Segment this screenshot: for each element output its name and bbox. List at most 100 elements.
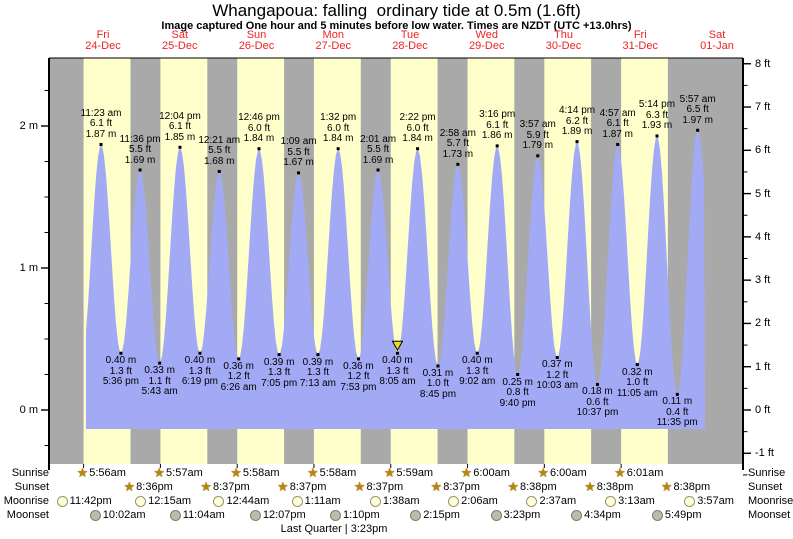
sunset-time: 8:38pm <box>520 481 557 493</box>
annotation-line: 6:19 pm <box>181 376 218 388</box>
current-position-marker-icon <box>391 340 404 352</box>
sun-star-icon: ★ <box>277 479 289 494</box>
day-date: 27-Dec <box>315 40 351 52</box>
day-label: Tue 28-Dec <box>375 30 445 52</box>
moonset-time: 12:07pm <box>262 509 306 521</box>
sun-star-icon: ★ <box>460 465 473 480</box>
day-label: Wed 29-Dec <box>452 30 522 52</box>
annotation-line: 1.68 m <box>203 155 235 167</box>
annotation-line: 0.40 m <box>461 355 493 367</box>
annotation-line: 11:05 am <box>616 387 658 399</box>
annotation-line: 1.97 m <box>682 114 713 126</box>
tide-extreme-dot <box>436 364 440 368</box>
annotation-line: 0.32 m <box>622 366 653 378</box>
sunset-entry: ★ 8:37pm <box>431 480 480 493</box>
annotation-line: 12:46 pm <box>238 112 280 124</box>
moonset-circle-icon <box>329 509 341 521</box>
tide-extreme-dot <box>495 144 499 148</box>
annotation-line: 1.89 m <box>561 126 593 138</box>
day-name: Tue <box>400 29 420 41</box>
annotation-line: 4:14 pm <box>558 105 596 117</box>
annotation-line: 8:05 am <box>379 376 416 388</box>
tide-high-annotation: 5:14 pm 6.3 ft 1.93 m <box>625 100 689 132</box>
annotation-line: 3:57 am <box>519 119 556 131</box>
sunrise-time: 6:00am <box>549 467 587 479</box>
annotation-line: 0.36 m <box>343 360 374 372</box>
tide-low-annotation: 0.36 m 1.2 ft 7:53 pm <box>326 360 390 394</box>
sun-star-icon: ★ <box>507 479 519 494</box>
sun-star-icon: ★ <box>383 465 396 480</box>
annotation-line: 0.40 m <box>184 355 216 367</box>
annotation-line: 11:23 am <box>80 107 122 119</box>
moonrise-circle-icon <box>291 495 303 507</box>
moonrise-circle-icon <box>135 495 147 507</box>
moonset-circle-icon <box>651 509 663 521</box>
moonset-entry: 11:04am <box>169 509 225 521</box>
feet-tick-label: 6 ft <box>755 144 771 157</box>
annotation-line: 11:35 pm <box>656 417 698 429</box>
sunset-entry: ★ 8:37pm <box>354 480 404 493</box>
sunrise-time: 5:58am <box>319 467 357 479</box>
annotation-line: 0.31 m <box>422 367 454 379</box>
sunrise-entry: ★ 5:58am <box>230 466 279 479</box>
tide-high-annotation: 3:57 am 5.9 ft 1.79 m <box>506 120 570 152</box>
tide-extreme-dot <box>138 168 142 172</box>
sun-star-icon: ★ <box>660 479 673 494</box>
day-date: 29-Dec <box>469 40 505 52</box>
annotation-line: 1.93 m <box>641 120 673 132</box>
moonset-time: 3:23pm <box>503 509 541 521</box>
tide-low-annotation: 0.40 m 1.3 ft 6:19 pm <box>168 356 232 388</box>
tide-low-annotation: 0.40 m 1.3 ft 9:02 am <box>445 356 509 388</box>
annotation-line: 6:26 am <box>220 381 257 393</box>
day-label: Sat 25-Dec <box>145 30 215 52</box>
sun-star-icon: ★ <box>537 465 549 480</box>
sunset-entry: ★ 8:37pm <box>277 479 326 494</box>
annotation-line: 5.9 ft <box>526 129 549 141</box>
annotation-line: 12:21 am <box>198 134 241 146</box>
tide-low-annotation: 0.37 m 1.2 ft 10:03 am <box>525 360 589 392</box>
day-name: Sun <box>246 29 267 41</box>
annotation-line: 11:36 pm <box>119 133 161 145</box>
annotation-line: 7:53 pm <box>340 381 377 393</box>
annotation-line: 1.3 ft <box>466 365 489 377</box>
day-name: Fri <box>96 29 110 41</box>
annotation-line: 9:02 am <box>459 376 496 388</box>
moonrise-entry: 1:38am <box>369 495 420 507</box>
moonrise-circle-icon <box>448 495 460 507</box>
tide-low-annotation: 0.11 m 0.4 ft 11:35 pm <box>645 397 709 429</box>
annotation-line: 0.4 ft <box>666 406 689 418</box>
sunrise-time: 6:00am <box>473 467 510 479</box>
moonset-entry: 1:10pm <box>329 509 380 521</box>
moonset-row-label-left: Moonset <box>6 509 49 521</box>
meter-tick-label: 2 m <box>19 120 38 132</box>
annotation-line: 1.84 m <box>243 133 275 145</box>
sunset-entry: ★ 8:38pm <box>584 480 634 493</box>
sun-star-icon: ★ <box>200 479 212 494</box>
day-name: Wed <box>475 29 498 41</box>
sunrise-time: 6:01am <box>626 467 664 479</box>
tide-low-annotation: 0.40 m 1.3 ft 5:36 pm <box>89 356 153 388</box>
annotation-line: 0.39 m <box>302 356 334 368</box>
sunset-time: 8:37pm <box>366 481 404 493</box>
tide-extreme-dot <box>555 355 559 359</box>
moonset-time: 11:04am <box>182 509 225 521</box>
tide-low-annotation: 0.40 m 1.3 ft 8:05 am <box>365 356 429 388</box>
tide-extreme-dot <box>158 361 162 365</box>
tide-high-annotation: 2:58 am 5.7 ft 1.73 m <box>426 128 490 161</box>
annotation-line: 3:16 pm <box>479 109 516 121</box>
moonrise-circle-icon <box>526 495 538 507</box>
annotation-line: 1.87 m <box>85 128 117 140</box>
annotation-line: 6.3 ft <box>645 109 669 121</box>
tide-extreme-dot <box>336 147 340 151</box>
moonrise-circle-icon <box>684 495 696 507</box>
tide-high-annotation: 4:14 pm 6.2 ft 1.89 m <box>545 106 609 138</box>
moonrise-entry: 2:06am <box>448 495 498 507</box>
tide-extreme-dot <box>655 134 659 138</box>
feet-tick-label: 1 ft <box>755 360 771 373</box>
sunset-time: 8:38pm <box>596 481 634 493</box>
tide-high-annotation: 1:32 pm 6.0 ft 1.84 m <box>306 113 370 145</box>
annotation-line: 5.5 ft <box>128 144 152 156</box>
annotation-line: 5:57 am <box>679 93 716 105</box>
annotation-line: 5:14 pm <box>638 99 676 111</box>
feet-tick-label: -1 ft <box>755 447 774 460</box>
